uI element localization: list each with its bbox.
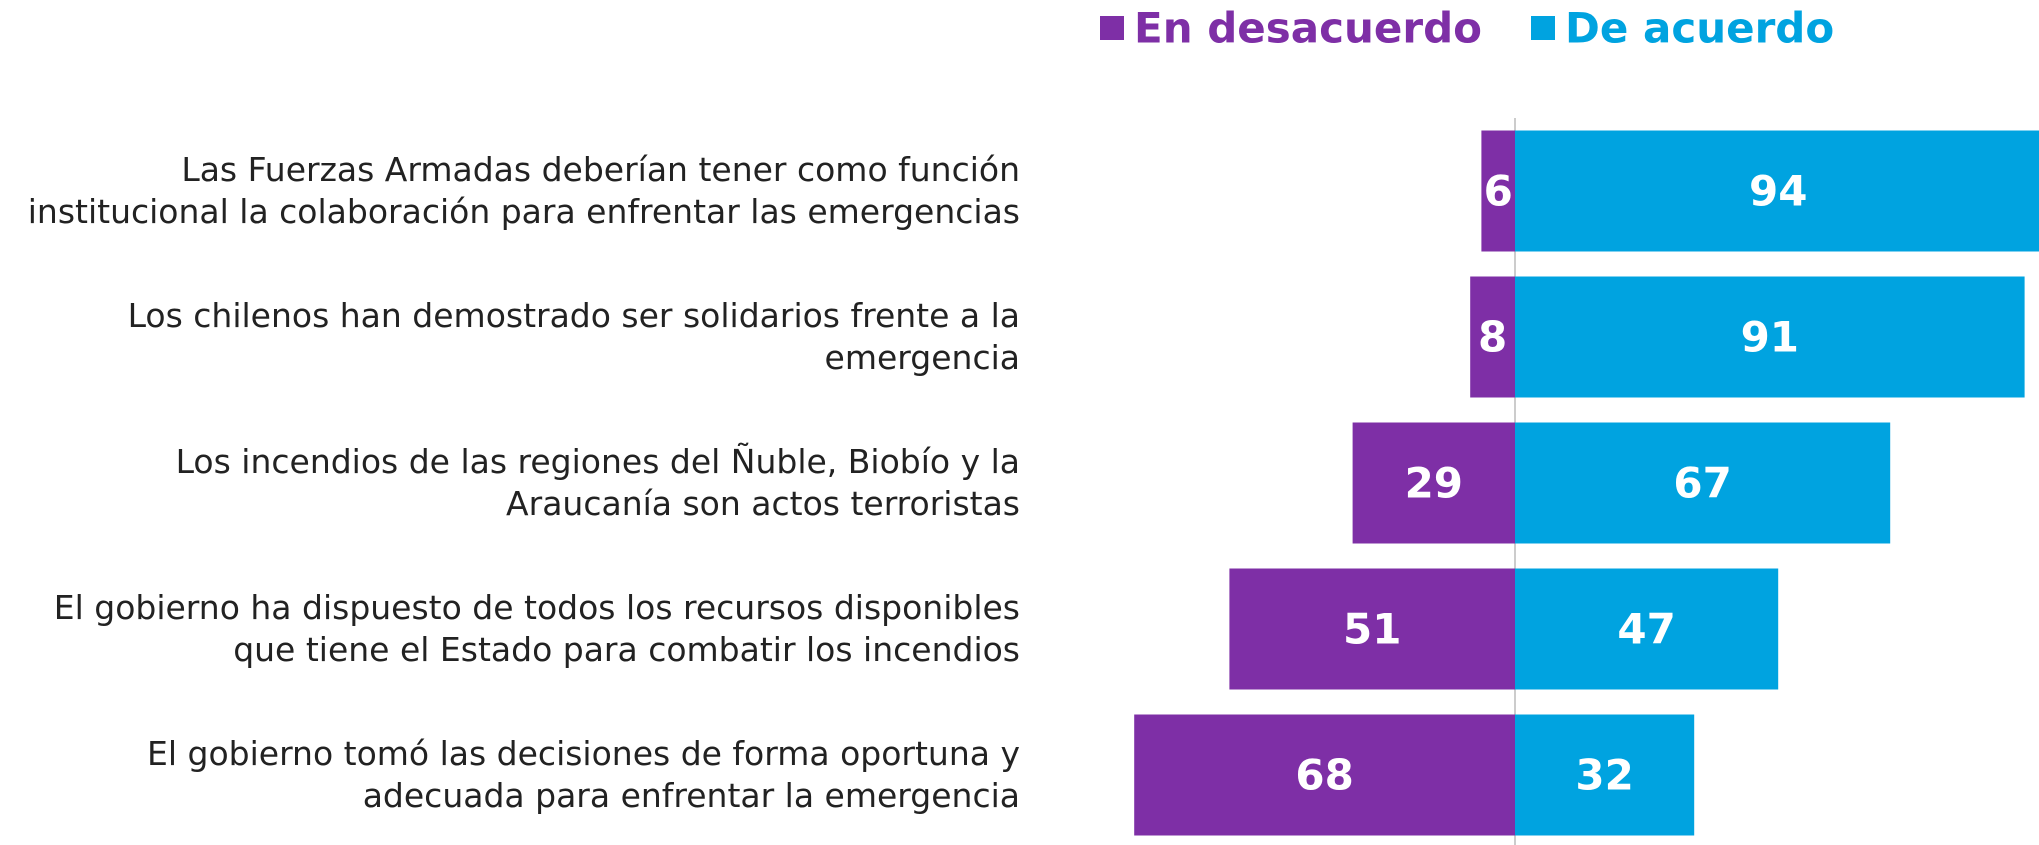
data-label: 94 (1749, 167, 1807, 216)
data-label: 32 (1575, 751, 1633, 800)
legend-swatch (1100, 16, 1124, 40)
bar (1515, 130, 2039, 252)
category-label: Los incendios de las regiones del Ñuble,… (175, 442, 1020, 523)
data-label: 67 (1673, 459, 1731, 508)
legend-label: En desacuerdo (1134, 4, 1482, 53)
bar (1134, 714, 1515, 836)
data-label: 68 (1295, 751, 1353, 800)
legend-swatch (1531, 16, 1555, 40)
bar (1515, 714, 1695, 836)
category-label: El gobierno tomó las decisiones de forma… (147, 734, 1020, 815)
bar (1515, 568, 1779, 690)
data-label: 91 (1741, 313, 1799, 362)
category-label: Los chilenos han demostrado ser solidari… (127, 296, 1020, 377)
bar (1470, 276, 1515, 398)
bar (1515, 276, 2025, 398)
data-label: 47 (1617, 605, 1675, 654)
bar (1352, 422, 1515, 544)
data-label: 8 (1478, 313, 1507, 362)
category-label: El gobierno ha dispuesto de todos los re… (53, 588, 1020, 669)
data-label: 51 (1343, 605, 1401, 654)
bar (1515, 422, 1891, 544)
category-label: Las Fuerzas Armadas deberían tener como … (27, 150, 1020, 231)
legend-label: De acuerdo (1565, 4, 1834, 53)
data-label: 29 (1405, 459, 1463, 508)
bar (1229, 568, 1515, 690)
bar (1481, 130, 1515, 252)
data-label: 6 (1484, 167, 1513, 216)
